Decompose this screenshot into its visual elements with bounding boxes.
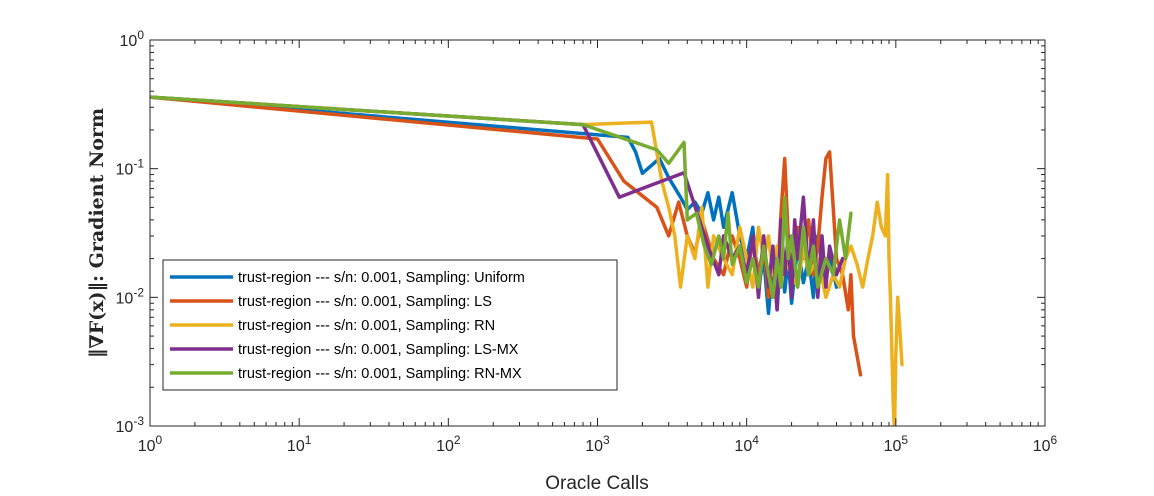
x-tick-label: 103 xyxy=(585,433,610,455)
y-tick-label: 10-2 xyxy=(116,285,145,307)
series-line-5 xyxy=(150,95,853,300)
x-tick-label: 102 xyxy=(436,433,461,455)
legend-box xyxy=(162,259,618,391)
legend-label-3: trust-region --- s/n: 0.001, Sampling: R… xyxy=(238,318,495,334)
x-tick-label: 104 xyxy=(734,433,759,455)
series-line-4 xyxy=(150,95,845,312)
x-axis-label: Oracle Calls xyxy=(545,473,648,494)
y-tick-label: 100 xyxy=(120,28,145,50)
series-line-1 xyxy=(150,95,839,316)
y-tick-label: 10-1 xyxy=(116,157,145,179)
x-tick-label: 101 xyxy=(287,433,312,455)
legend-label-5: trust-region --- s/n: 0.001, Sampling: R… xyxy=(238,366,522,382)
legend: trust-region --- s/n: 0.001, Sampling: U… xyxy=(162,259,618,391)
x-tick-label: 100 xyxy=(138,433,163,455)
y-axis-label: ‖∇F(x)‖: Gradient Norm xyxy=(86,108,108,358)
legend-label-2: trust-region --- s/n: 0.001, Sampling: L… xyxy=(238,294,492,310)
tick-layer: 100 101 102 103 104 105 106 100 10-1 10-2 10-3 xyxy=(116,28,1058,455)
x-tick-label: 105 xyxy=(884,433,909,455)
x-tick-label: 106 xyxy=(1033,433,1058,455)
y-tick-label: 10-3 xyxy=(116,414,145,436)
series-layer xyxy=(150,95,904,426)
legend-label-1: trust-region --- s/n: 0.001, Sampling: U… xyxy=(238,270,525,286)
legend-label-4: trust-region --- s/n: 0.001, Sampling: L… xyxy=(238,342,519,358)
